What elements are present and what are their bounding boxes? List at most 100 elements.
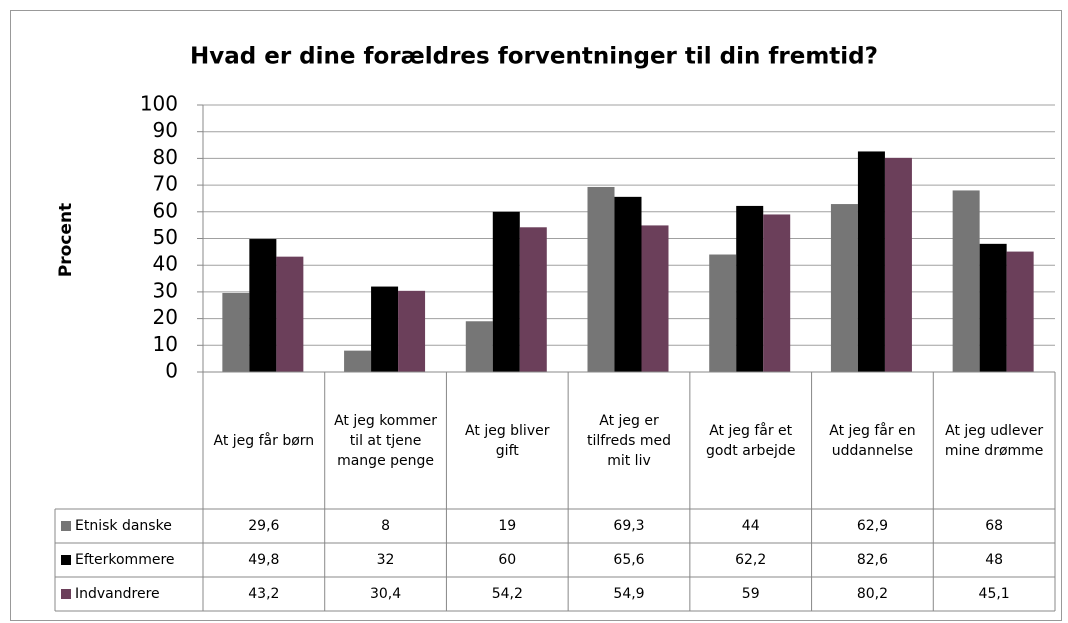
data-label: 19 bbox=[498, 518, 517, 534]
x-tick-label: At jeg får en uddannelse bbox=[829, 422, 916, 459]
table-cell-box: 59 bbox=[690, 577, 812, 611]
bar bbox=[465, 321, 493, 372]
y-tick-label: 10 bbox=[153, 332, 178, 356]
table-cell-box: 54,2 bbox=[446, 577, 568, 611]
category-cell: At jeg bliver gift bbox=[446, 372, 568, 509]
legend-cell: Efterkommere bbox=[55, 543, 203, 577]
data-label: 44 bbox=[741, 518, 760, 534]
legend-label: Etnisk danske bbox=[75, 518, 172, 534]
legend-swatch bbox=[61, 521, 71, 531]
y-tick-label: 100 bbox=[140, 92, 178, 116]
data-label: 32 bbox=[376, 552, 395, 568]
legend-cell: Indvandrere bbox=[61, 586, 160, 602]
bar bbox=[641, 225, 669, 372]
table-cell-box: 80,2 bbox=[812, 577, 934, 611]
table-cell: 68 bbox=[933, 509, 1055, 543]
legend-swatch bbox=[61, 555, 71, 565]
bar bbox=[519, 227, 547, 372]
data-label: 30,4 bbox=[369, 586, 402, 602]
y-tick-label: 70 bbox=[153, 172, 178, 196]
legend-swatch bbox=[61, 589, 71, 599]
category-cell: At jeg får et godt arbejde bbox=[690, 372, 812, 509]
table-cell-box: 44 bbox=[690, 509, 812, 543]
table-cell: 49,8 bbox=[248, 552, 279, 568]
y-axis-label: Procent bbox=[56, 203, 76, 277]
table-cell-box: 48 bbox=[933, 543, 1055, 577]
bar bbox=[587, 186, 615, 372]
legend-cell-box: Efterkommere bbox=[55, 543, 203, 577]
data-label: 80,2 bbox=[856, 586, 888, 602]
legend-cell-box: Etnisk danske bbox=[55, 509, 203, 543]
legend-cell: Etnisk danske bbox=[55, 509, 203, 543]
table-cell-box: 19 bbox=[446, 509, 568, 543]
table-cell-box: 54,9 bbox=[568, 577, 690, 611]
table-cell: 69,3 bbox=[613, 518, 645, 534]
table-cell-box: 45,1 bbox=[933, 577, 1055, 611]
bar bbox=[249, 239, 277, 372]
bar bbox=[736, 205, 764, 372]
table-cell: 54,9 bbox=[568, 577, 690, 611]
table-cell: 59 bbox=[690, 577, 812, 611]
table-cell: 19 bbox=[446, 509, 568, 543]
data-label: 82,6 bbox=[856, 552, 888, 568]
table-cell: 32 bbox=[325, 543, 447, 577]
data-label: 60 bbox=[498, 552, 517, 568]
data-label: 68 bbox=[985, 518, 1004, 534]
data-label: 62,9 bbox=[856, 518, 888, 534]
category-cell: At jeg får en uddannelse bbox=[829, 422, 916, 459]
table-cell-box: 68 bbox=[933, 509, 1055, 543]
table-cell: 45,1 bbox=[933, 577, 1055, 611]
data-label: 43,2 bbox=[248, 586, 280, 602]
table-cell-box: 82,6 bbox=[812, 543, 934, 577]
table-cell-box: 43,2 bbox=[203, 577, 325, 611]
bar bbox=[884, 157, 912, 372]
chart-title: Hvad er dine forældres forventninger til… bbox=[190, 44, 878, 70]
table-cell: 62,2 bbox=[690, 543, 812, 577]
y-tick-label: 0 bbox=[165, 359, 178, 383]
bar bbox=[857, 151, 885, 372]
x-tick-label: At jeg er tilfreds med mit liv bbox=[586, 412, 671, 469]
bar bbox=[709, 254, 737, 372]
category-cell: At jeg får børn bbox=[203, 372, 325, 509]
y-tick-label: 20 bbox=[153, 305, 178, 329]
bar bbox=[1006, 251, 1034, 372]
legend-label: Indvandrere bbox=[75, 586, 160, 602]
category-cell-box: At jeg får børn bbox=[203, 372, 325, 509]
table-cell: 8 bbox=[325, 509, 447, 543]
table-cell-box: 62,2 bbox=[690, 543, 812, 577]
bar bbox=[222, 292, 250, 372]
table-cell-box: 62,9 bbox=[812, 509, 934, 543]
table-cell-box: 32 bbox=[325, 543, 447, 577]
bar bbox=[830, 204, 858, 372]
table-cell-box: 30,4 bbox=[325, 577, 447, 611]
data-label: 29,6 bbox=[248, 518, 280, 534]
category-cell-box: At jeg kommer til at tjene mange penge bbox=[325, 372, 447, 509]
category-cell: At jeg kommer til at tjene mange penge bbox=[325, 372, 447, 509]
data-label: 45,1 bbox=[978, 586, 1010, 602]
bar bbox=[398, 290, 426, 372]
x-tick-label: At jeg bliver gift bbox=[465, 422, 550, 459]
bar bbox=[492, 211, 520, 372]
data-label: 69,3 bbox=[613, 518, 645, 534]
table-cell-box: 8 bbox=[325, 509, 447, 543]
x-tick-label: At jeg får børn bbox=[213, 432, 315, 449]
y-tick-label: 60 bbox=[153, 198, 178, 222]
x-tick-label: At jeg udlever mine drømme bbox=[944, 422, 1044, 459]
data-label: 65,6 bbox=[613, 552, 645, 568]
table-cell: 30,4 bbox=[325, 577, 447, 611]
bar bbox=[614, 196, 642, 372]
table-cell-box: 60 bbox=[446, 543, 568, 577]
y-tick-label: 40 bbox=[153, 252, 178, 276]
table-cell-box: 65,6 bbox=[568, 543, 690, 577]
y-tick-label: 30 bbox=[153, 278, 178, 302]
bar bbox=[344, 350, 372, 372]
y-tick-label: 80 bbox=[153, 145, 178, 169]
data-label: 54,2 bbox=[491, 586, 523, 602]
category-cell-box: At jeg får et godt arbejde bbox=[690, 372, 812, 509]
bar bbox=[276, 256, 304, 372]
data-label: 62,2 bbox=[735, 552, 767, 568]
x-tick-label: At jeg får et godt arbejde bbox=[705, 422, 796, 459]
legend-label: Efterkommere bbox=[75, 552, 175, 568]
category-cell-box: At jeg bliver gift bbox=[446, 372, 568, 509]
